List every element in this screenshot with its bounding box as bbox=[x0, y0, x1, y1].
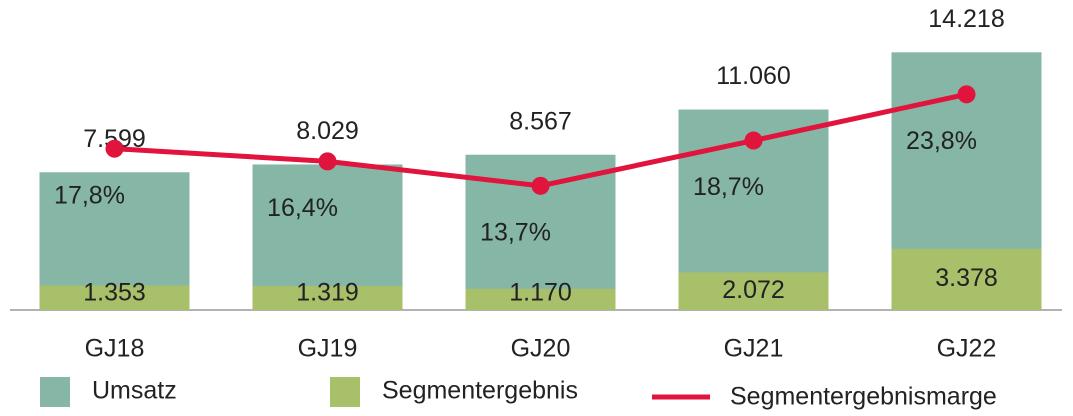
line-point bbox=[957, 85, 976, 104]
x-tick-label: GJ20 bbox=[511, 335, 571, 363]
value-label: 3.378 bbox=[935, 264, 998, 292]
bar bbox=[891, 248, 1042, 310]
x-tick-label: GJ19 bbox=[298, 335, 358, 363]
x-tick-label: GJ22 bbox=[937, 335, 997, 363]
x-tick-label: GJ18 bbox=[85, 335, 145, 363]
value-label: 8.567 bbox=[509, 107, 572, 135]
value-label: 14.218 bbox=[928, 5, 1004, 33]
line-point bbox=[318, 152, 337, 171]
value-label: 17,8% bbox=[54, 181, 125, 209]
bar bbox=[465, 288, 616, 310]
value-label: 2.072 bbox=[722, 276, 785, 304]
bar bbox=[252, 286, 403, 310]
legend-label: Umsatz bbox=[92, 377, 177, 405]
value-label: 16,4% bbox=[267, 194, 338, 222]
legend-label: Segmentergebnis bbox=[382, 377, 578, 405]
value-label: 23,8% bbox=[906, 127, 977, 155]
value-label: 11.060 bbox=[716, 62, 791, 90]
line-point bbox=[744, 131, 763, 150]
bar bbox=[252, 164, 403, 310]
value-label: 1.353 bbox=[83, 279, 146, 307]
bar bbox=[39, 285, 190, 310]
value-label: 1.170 bbox=[509, 279, 572, 307]
value-label: 18,7% bbox=[693, 173, 764, 201]
value-label: 1.319 bbox=[296, 279, 359, 307]
x-tick-label: GJ21 bbox=[724, 335, 784, 363]
line-point bbox=[105, 139, 124, 158]
legend-swatch bbox=[330, 377, 360, 407]
bar bbox=[678, 272, 829, 310]
legend-swatch bbox=[40, 377, 70, 407]
value-label: 8.029 bbox=[296, 117, 359, 145]
value-label: 13,7% bbox=[480, 218, 551, 246]
legend-label: Segmentergebnismarge bbox=[730, 383, 997, 411]
line-point bbox=[531, 176, 550, 195]
